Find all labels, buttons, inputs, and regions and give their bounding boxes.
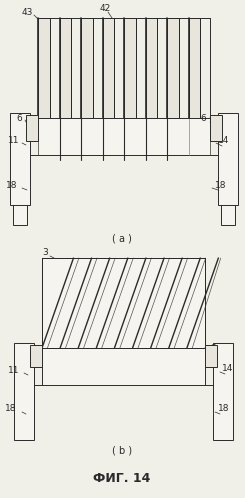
Bar [216, 385, 230, 440]
Bar [42, 258, 205, 348]
Text: 18: 18 [215, 180, 226, 190]
Bar [213, 343, 233, 440]
Bar [26, 115, 38, 141]
Text: ( b ): ( b ) [112, 445, 132, 455]
Text: 3: 3 [42, 248, 48, 256]
Bar [38, 18, 50, 118]
Text: 42: 42 [99, 3, 111, 12]
Text: 8: 8 [210, 344, 216, 353]
Bar [38, 118, 210, 155]
Text: 11: 11 [8, 135, 20, 144]
Text: 6: 6 [16, 114, 22, 123]
Text: 18: 18 [5, 403, 16, 412]
Text: ( a ): ( a ) [112, 233, 132, 243]
Bar [146, 18, 157, 118]
Text: 14: 14 [218, 135, 229, 144]
Bar [221, 155, 235, 225]
Text: 18: 18 [6, 180, 17, 190]
Bar [81, 18, 93, 118]
Text: ФИГ. 14: ФИГ. 14 [93, 472, 151, 485]
Bar [124, 18, 136, 118]
Bar [13, 155, 27, 225]
Bar [205, 345, 217, 367]
Text: 6: 6 [200, 114, 206, 123]
Bar [167, 18, 179, 118]
Bar [188, 18, 200, 118]
Bar [14, 343, 34, 440]
Bar [42, 348, 205, 385]
Bar [210, 115, 222, 141]
Bar [60, 18, 71, 118]
Bar [10, 113, 30, 205]
Text: 43: 43 [22, 7, 33, 16]
Bar [17, 385, 31, 440]
Text: 18: 18 [218, 403, 230, 412]
Bar [102, 18, 114, 118]
Text: 11: 11 [8, 366, 20, 374]
Bar [218, 113, 238, 205]
Text: 14: 14 [222, 364, 233, 373]
Bar [30, 345, 42, 367]
